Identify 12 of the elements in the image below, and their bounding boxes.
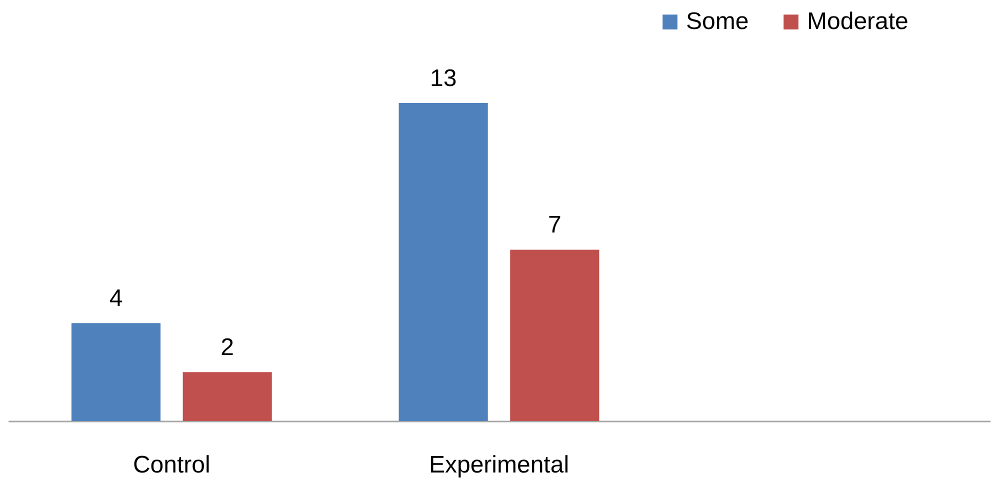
data-label: 4 xyxy=(109,285,123,312)
legend-label: Some xyxy=(686,8,749,35)
data-label: 2 xyxy=(220,334,234,362)
bar xyxy=(71,323,161,421)
legend-label: Moderate xyxy=(807,8,908,35)
bar xyxy=(182,372,272,421)
data-label: 13 xyxy=(430,64,457,92)
bar xyxy=(510,250,600,421)
bar xyxy=(398,102,488,421)
x-tick-label: Control xyxy=(132,452,210,478)
x-tick-label: Experimental xyxy=(428,452,570,478)
data-label: 7 xyxy=(548,212,562,239)
